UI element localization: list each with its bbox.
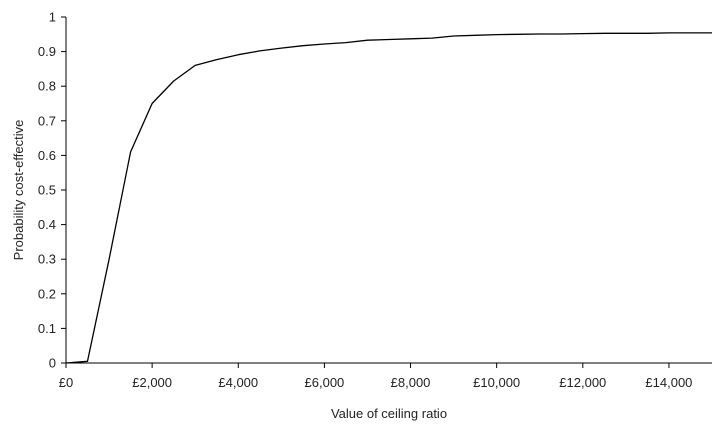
y-tick-label: 0.1 xyxy=(38,321,56,336)
x-tick-label: £6,000 xyxy=(305,375,345,390)
x-tick-label: £8,000 xyxy=(391,375,431,390)
y-axis-title: Probability cost-effective xyxy=(11,120,26,261)
y-tick-label: 0 xyxy=(49,356,56,371)
series-line xyxy=(65,32,712,364)
x-tick-label: £12,000 xyxy=(559,375,606,390)
x-tick-label: £0 xyxy=(59,375,73,390)
y-tick-label: 1 xyxy=(49,10,56,25)
x-axis-title: Value of ceiling ratio xyxy=(331,406,447,421)
series-group xyxy=(65,32,712,364)
y-tick-label: 0.4 xyxy=(38,217,56,232)
x-tick-label: £10,000 xyxy=(473,375,520,390)
y-tick-label: 0.3 xyxy=(38,252,56,267)
y-axis-ticks: 0 0.1 0.2 0.3 0.4 0.5 0.6 0.7 0.8 0.9 1 xyxy=(38,10,66,371)
x-tick-label: £4,000 xyxy=(218,375,258,390)
y-tick-label: 0.8 xyxy=(38,79,56,94)
x-axis-ticks: £0 £2,000 £4,000 £6,000 £8,000 £10,000 £12,000… xyxy=(59,363,692,390)
y-tick-label: 0.2 xyxy=(38,286,56,301)
x-tick-label: £2,000 xyxy=(132,375,172,390)
y-tick-label: 0.9 xyxy=(38,44,56,59)
y-tick-label: 0.6 xyxy=(38,148,56,163)
x-tick-label: £14,000 xyxy=(645,375,692,390)
y-tick-label: 0.7 xyxy=(38,113,56,128)
y-tick-label: 0.5 xyxy=(38,183,56,198)
